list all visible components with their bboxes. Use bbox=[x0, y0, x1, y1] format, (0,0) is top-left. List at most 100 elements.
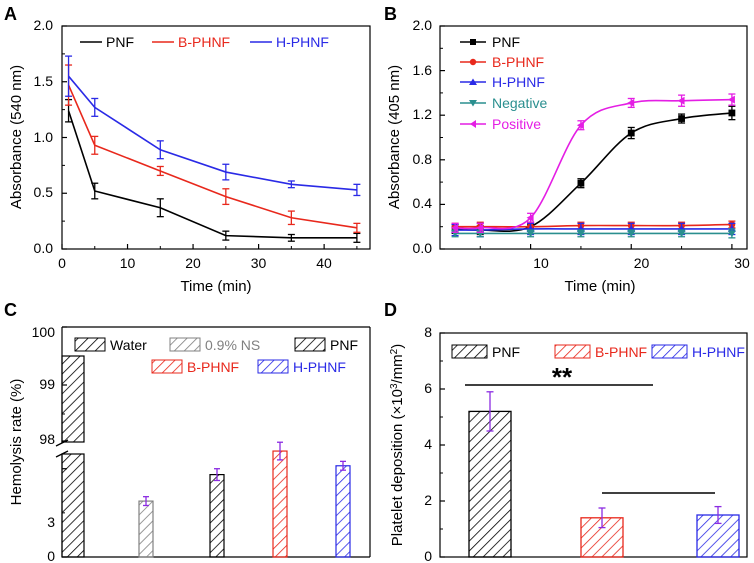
panel-a-ytick: 0.5 bbox=[34, 184, 54, 200]
panel-b-ytick: 0.8 bbox=[413, 151, 433, 167]
data-point-negative bbox=[526, 230, 535, 238]
panel-b-ytick: 0.0 bbox=[413, 240, 433, 256]
panel-b-ytick: 2.0 bbox=[413, 17, 433, 33]
legend-label-b-phnf: B-PHNF bbox=[178, 34, 230, 50]
panel-a-y-axis-title: Absorbance (540 nm) bbox=[8, 65, 25, 209]
data-point-positive bbox=[677, 96, 685, 105]
panel-a-label: A bbox=[4, 4, 17, 24]
panel-b-x-tick-labels: 10 20 30 bbox=[533, 255, 750, 271]
panel-d-y-tick-labels: 0 2 4 6 8 bbox=[424, 324, 432, 563]
bar-0-9-ns bbox=[138, 500, 154, 558]
panel-c-ytick: 0 bbox=[47, 548, 55, 563]
bar-pnf bbox=[209, 474, 225, 558]
panel-d-ticks bbox=[440, 332, 445, 558]
legend-label-pnf: PNF bbox=[492, 344, 520, 360]
legend-label-b-phnf: B-PHNF bbox=[595, 344, 647, 360]
legend-label-h-phnf: H-PHNF bbox=[692, 344, 745, 360]
panel-b-ticks bbox=[440, 25, 733, 250]
panel-c-ytick: 99 bbox=[39, 376, 55, 392]
legend-marker-triangle-left bbox=[470, 120, 476, 128]
bar-b-phnf bbox=[272, 450, 288, 558]
panel-d-ytick: 4 bbox=[424, 436, 432, 452]
legend-label-positive: Positive bbox=[492, 116, 541, 132]
legend-swatch-b-phnf bbox=[554, 344, 591, 359]
legend-label-b-phnf: B-PHNF bbox=[492, 54, 544, 70]
panel-b-legend: PNF B-PHNF H-PHNF Negative Positive bbox=[460, 34, 547, 132]
panel-b-y-tick-labels: 0.0 0.4 0.8 1.2 1.6 2.0 bbox=[413, 17, 433, 256]
data-point-positive bbox=[727, 95, 735, 104]
data-point-pnf bbox=[577, 179, 585, 187]
panel-a-ytick: 0.0 bbox=[34, 240, 54, 256]
panel-b-xtick: 10 bbox=[533, 255, 549, 271]
panel-d-ytick: 2 bbox=[424, 492, 432, 508]
panel-a-y-tick-labels: 0.0 0.5 1.0 1.5 2.0 bbox=[34, 17, 54, 256]
bar-pnf bbox=[468, 410, 512, 558]
legend-swatch-h-phnf bbox=[257, 359, 289, 374]
panel-b-x-axis-title: Time (min) bbox=[564, 278, 635, 295]
panel-b-ytick: 0.4 bbox=[413, 195, 433, 211]
bar-water-lower bbox=[61, 453, 85, 558]
data-point-pnf bbox=[728, 109, 736, 117]
panel-b-plot-area bbox=[451, 93, 736, 239]
data-point-positive bbox=[476, 223, 484, 232]
panel-a-ytick: 2.0 bbox=[34, 17, 54, 33]
legend-label-h-phnf: H-PHNF bbox=[276, 34, 329, 50]
panel-d-ylabel-sup: 2 bbox=[389, 348, 400, 354]
legend-label-h-phnf: H-PHNF bbox=[492, 74, 545, 90]
data-point-negative bbox=[627, 230, 636, 238]
legend-label-b-phnf: B-PHNF bbox=[187, 359, 239, 375]
panel-b-label: B bbox=[384, 4, 397, 24]
data-point-positive bbox=[576, 121, 584, 130]
panel-a-x-tick-labels: 0 10 20 30 40 bbox=[58, 255, 332, 271]
data-point-positive bbox=[451, 223, 459, 232]
panel-b-frame bbox=[439, 25, 748, 250]
legend-label-ns: 0.9% NS bbox=[205, 337, 260, 353]
panel-d-ytick: 0 bbox=[424, 548, 432, 563]
panel-c-y-axis-title: Hemolysis rate (%) bbox=[8, 379, 25, 506]
panel-d-label: D bbox=[384, 300, 397, 320]
series-line-h-phnf bbox=[67, 75, 357, 191]
legend-marker-triangle-up bbox=[469, 78, 477, 85]
legend-label-pnf: PNF bbox=[492, 34, 520, 50]
panel-d-ylabel-sup: 3 bbox=[389, 383, 400, 389]
legend-label-h-phnf: H-PHNF bbox=[293, 359, 346, 375]
panel-a-ytick: 1.5 bbox=[34, 73, 54, 89]
panel-d-ytick: 6 bbox=[424, 380, 432, 396]
panel-b-y-axis-title: Absorbance (405 nm) bbox=[386, 65, 403, 209]
panel-a-legend: PNF B-PHNF H-PHNF bbox=[80, 34, 329, 50]
legend-marker-circle bbox=[469, 58, 477, 66]
significance-marker: ** bbox=[552, 362, 573, 392]
bar-h-phnf bbox=[335, 465, 351, 558]
legend-swatch-ns bbox=[169, 337, 201, 352]
series-line-pnf bbox=[67, 110, 357, 239]
panel-d-plot-area bbox=[468, 391, 740, 558]
panel-a-ticks bbox=[61, 25, 358, 250]
series-line-b-phnf bbox=[455, 223, 732, 228]
legend-swatch-pnf bbox=[451, 344, 488, 359]
panel-c-ytick: 3 bbox=[47, 514, 55, 530]
panel-b-xtick: 30 bbox=[734, 255, 750, 271]
panel-c-y-tick-labels: 98 99 100 0 3 bbox=[32, 324, 56, 563]
data-point-positive bbox=[526, 213, 534, 222]
data-point-pnf bbox=[627, 129, 635, 137]
panel-a-ytick: 1.0 bbox=[34, 129, 54, 145]
panel-c-ytick: 100 bbox=[32, 324, 56, 340]
legend-label-water: Water bbox=[110, 337, 147, 353]
legend-marker-triangle-down bbox=[469, 100, 477, 107]
panel-d-ylabel-end: ) bbox=[389, 344, 406, 349]
panel-a-x-axis-title: Time (min) bbox=[180, 278, 251, 295]
panel-c-legend: Water 0.9% NS PNF B-PHNF H-PHNF bbox=[74, 337, 358, 375]
data-point-negative bbox=[576, 230, 585, 238]
panel-c: C 98 99 100 0 3 Hemolysis rate (%) Water… bbox=[4, 300, 371, 563]
panel-d-ylabel-main: Platelet deposition (×10 bbox=[389, 389, 406, 546]
data-point-positive bbox=[627, 98, 635, 107]
panel-b-ytick: 1.6 bbox=[413, 62, 433, 78]
legend-swatch-b-phnf bbox=[151, 359, 183, 374]
legend-swatch-water bbox=[74, 337, 106, 352]
data-point-negative bbox=[677, 230, 686, 238]
panel-a-xtick: 0 bbox=[58, 255, 66, 271]
panel-d-legend: PNF B-PHNF H-PHNF bbox=[451, 344, 745, 360]
panel-c-plot-area bbox=[61, 355, 351, 558]
legend-marker-square bbox=[470, 39, 476, 45]
